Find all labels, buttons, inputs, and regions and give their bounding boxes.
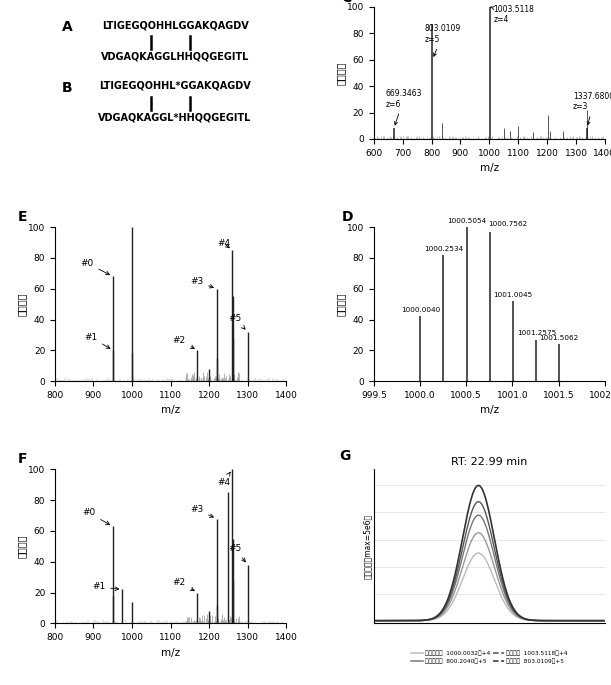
Text: D: D	[342, 210, 353, 224]
Y-axis label: 相对强度（max=5e6）: 相对强度（max=5e6）	[364, 514, 373, 579]
Text: 803.0109
z=5: 803.0109 z=5	[425, 25, 461, 56]
Text: #2: #2	[173, 336, 194, 349]
Text: 1337.6800
z=3: 1337.6800 z=3	[573, 92, 611, 125]
Text: VDGAQKAGGLHHQQGEGITL: VDGAQKAGGLHHQQGEGITL	[101, 52, 249, 62]
X-axis label: m/z: m/z	[480, 163, 499, 173]
Title: RT: 22.99 min: RT: 22.99 min	[451, 457, 527, 467]
Y-axis label: 相对强度: 相对强度	[335, 61, 345, 85]
X-axis label: m/z: m/z	[480, 406, 499, 415]
Y-axis label: 相对强度: 相对强度	[16, 292, 27, 316]
Text: #1: #1	[92, 582, 119, 591]
Text: C: C	[342, 0, 352, 5]
Text: #3: #3	[190, 506, 213, 517]
Text: 1000.0040: 1000.0040	[401, 308, 440, 313]
Text: #3: #3	[190, 277, 213, 288]
Text: #1: #1	[84, 332, 110, 349]
Text: E: E	[18, 210, 27, 224]
Text: #5: #5	[229, 314, 245, 329]
Text: 1001.0045: 1001.0045	[493, 292, 533, 298]
Text: #0: #0	[80, 258, 109, 275]
Text: 1001.5062: 1001.5062	[540, 335, 579, 341]
X-axis label: m/z: m/z	[161, 406, 180, 415]
Text: 1003.5118
z=4: 1003.5118 z=4	[491, 5, 535, 24]
Y-axis label: 相对强度: 相对强度	[335, 292, 345, 316]
Text: 1000.2534: 1000.2534	[424, 246, 463, 251]
Text: LTIGEGQOHHL*GGAKQAGDV: LTIGEGQOHHL*GGAKQAGDV	[99, 81, 251, 91]
Text: 1000.7562: 1000.7562	[488, 221, 527, 227]
Text: B: B	[62, 81, 73, 95]
Text: #5: #5	[229, 544, 245, 562]
Text: VDGAQKAGGL*HHQQGEGITL: VDGAQKAGGL*HHQQGEGITL	[98, 112, 252, 123]
Text: F: F	[18, 452, 27, 466]
Text: #2: #2	[173, 578, 194, 590]
Text: #4: #4	[217, 472, 230, 486]
Legend: 内源性肽段  1000.0032，+4, 内源性肽段  800.2040，+5, 重标肽段  1003.5118，+4, 重标肽段  803.0109，+5: 内源性肽段 1000.0032，+4, 内源性肽段 800.2040，+5, 重…	[409, 648, 570, 667]
Text: LTIGEGQOHHLGGAKQAGDV: LTIGEGQOHHLGGAKQAGDV	[102, 20, 249, 30]
Text: 1000.5054: 1000.5054	[447, 218, 486, 224]
Text: A: A	[62, 20, 73, 34]
Text: #0: #0	[82, 508, 109, 525]
Text: 669.3463
z=6: 669.3463 z=6	[386, 89, 422, 125]
Y-axis label: 相对强度: 相对强度	[16, 534, 27, 558]
X-axis label: m/z: m/z	[161, 647, 180, 658]
Text: 1001.2575: 1001.2575	[517, 330, 556, 336]
Text: #4: #4	[217, 238, 230, 248]
Text: G: G	[339, 449, 351, 463]
